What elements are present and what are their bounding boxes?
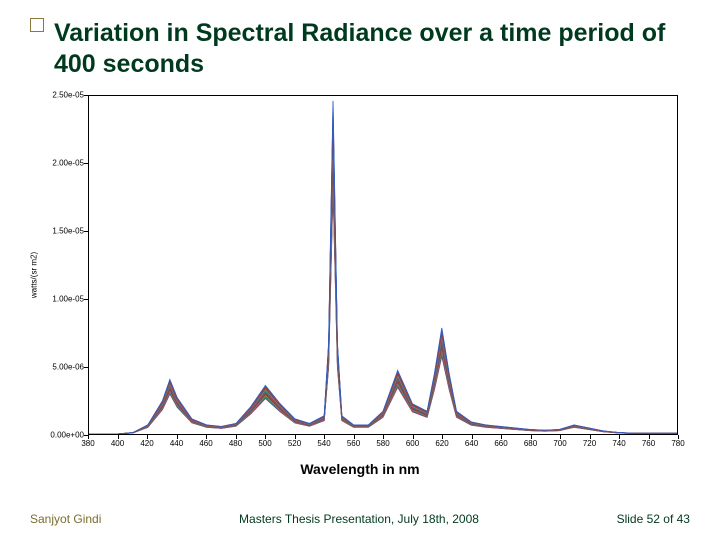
xtick-label: 460 — [199, 439, 212, 448]
series-line — [89, 174, 677, 434]
xtick-label: 740 — [612, 439, 625, 448]
xtick-label: 720 — [583, 439, 596, 448]
ytick-label: 1.00e-05 — [52, 294, 84, 303]
accent-square — [30, 18, 44, 32]
series-line — [89, 142, 677, 433]
series-line — [89, 137, 677, 433]
plot-area — [88, 95, 678, 435]
series-line — [89, 106, 677, 434]
xtick-label: 700 — [553, 439, 566, 448]
series-line — [89, 127, 677, 434]
xtick-label: 680 — [524, 439, 537, 448]
xtick-label: 620 — [435, 439, 448, 448]
xtick-label: 660 — [494, 439, 507, 448]
y-axis-label: watts/(sr m2) — [30, 251, 39, 297]
xtick-label: 580 — [376, 439, 389, 448]
series-line — [89, 132, 677, 434]
series-line — [89, 116, 677, 433]
xtick-label: 640 — [465, 439, 478, 448]
footer-center: Masters Thesis Presentation, July 18th, … — [239, 512, 479, 526]
xtick-label: 420 — [140, 439, 153, 448]
spectral-chart: watts/(sr m2) 0.00e+00 5.00e-06 1.00e-05 1.… — [30, 85, 690, 465]
series-line — [89, 148, 677, 434]
xtick-label: 780 — [671, 439, 684, 448]
xtick-label: 440 — [170, 439, 183, 448]
xtick-label: 480 — [229, 439, 242, 448]
xtick-label: 540 — [317, 439, 330, 448]
series-line — [89, 179, 677, 433]
series-line — [89, 153, 677, 434]
slide-title: Variation in Spectral Radiance over a ti… — [54, 18, 690, 81]
xtick-label: 380 — [81, 439, 94, 448]
series-line — [89, 100, 677, 433]
ytick-label: 2.00e-05 — [52, 158, 84, 167]
xtick-label: 520 — [288, 439, 301, 448]
series-line — [89, 163, 677, 433]
xtick-label: 500 — [258, 439, 271, 448]
ytick-label: 2.50e-05 — [52, 90, 84, 99]
footer-author: Sanjyot Gindi — [30, 512, 101, 526]
footer: Sanjyot Gindi Masters Thesis Presentatio… — [30, 512, 690, 526]
series-line — [89, 111, 677, 434]
footer-pageno: Slide 52 of 43 — [617, 512, 690, 526]
series-line — [89, 158, 677, 433]
xtick-label: 400 — [111, 439, 124, 448]
ytick-label: 5.00e-06 — [52, 362, 84, 371]
ytick-label: 0.00e+00 — [50, 430, 84, 439]
xtick-label: 600 — [406, 439, 419, 448]
xtick-label: 760 — [642, 439, 655, 448]
ytick-label: 1.50e-05 — [52, 226, 84, 235]
xtick-label: 560 — [347, 439, 360, 448]
series-line — [89, 121, 677, 433]
series-line — [89, 169, 677, 434]
